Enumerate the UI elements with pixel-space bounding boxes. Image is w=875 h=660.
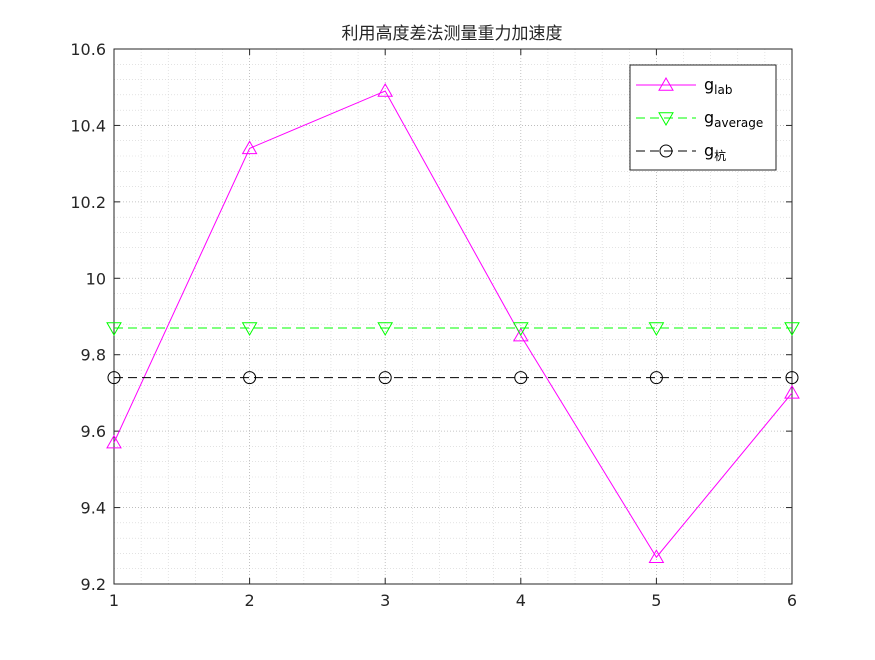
data-point [648,322,665,336]
x-tick-label: 4 [516,591,526,610]
legend-label: g杭 [704,141,726,163]
data-point [512,322,529,336]
x-tick-label: 5 [651,591,661,610]
y-tick-label: 10.6 [70,40,106,59]
y-tick-label: 9.6 [81,422,106,441]
data-point [514,371,528,385]
y-tick-label: 9.2 [81,575,106,594]
x-tick-label: 1 [109,591,119,610]
legend-marker [659,144,673,158]
chart-title: 利用高度差法测量重力加速度 [342,24,563,44]
x-tick-label: 2 [245,591,255,610]
series-average [106,322,800,336]
legend-marker [658,76,674,91]
series-line [113,90,793,559]
data-point [106,322,122,336]
data-point [241,322,258,336]
data-point [649,371,663,385]
legend-marker [658,112,674,127]
y-tick-label: 9.4 [81,499,106,518]
data-point [377,322,394,336]
y-tick-label: 10 [86,269,106,288]
legend: glab gaverage g杭 [629,64,777,171]
x-tick-label: 3 [380,591,390,610]
data-point [784,384,800,399]
legend-label: gaverage [704,108,763,130]
x-tick-label: 6 [787,591,797,610]
data-point [378,371,392,385]
legend-label: glab [704,75,732,97]
data-point [784,322,800,336]
data-point [512,327,529,342]
data-point [243,371,257,385]
data-point [106,434,122,449]
data-point [107,371,121,385]
axes-box [113,48,793,585]
data-point [377,83,394,97]
y-tick-label: 10.4 [70,116,106,135]
y-tick-label: 10.2 [70,193,106,212]
data-point [241,140,258,155]
series-lab [106,83,800,563]
data-point [648,549,665,563]
series-杭 [107,371,799,385]
y-tick-label: 9.8 [81,346,106,365]
data-point [785,371,799,385]
